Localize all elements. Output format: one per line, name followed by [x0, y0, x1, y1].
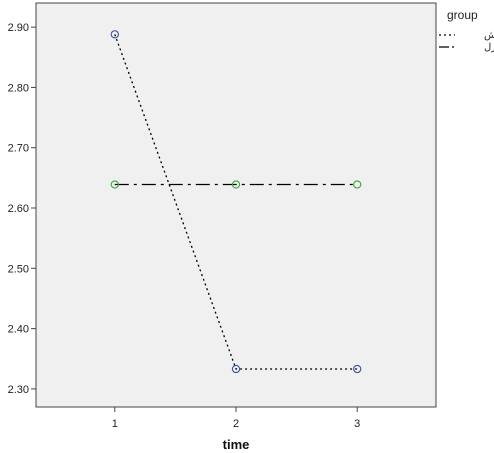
x-tick-label: 3: [354, 418, 360, 430]
data-point: [110, 180, 119, 189]
y-tick-label: 2.60: [8, 203, 29, 215]
y-axis: 2.30 2.40 2.50 2.60 2.70 2.80 2.90: [8, 22, 36, 396]
legend-item-label: آزمایش: [484, 28, 494, 41]
series-line: [114, 34, 358, 370]
y-tick-label: 2.90: [8, 22, 29, 34]
y-tick-label: 2.80: [8, 82, 29, 94]
y-tick-label: 2.50: [8, 263, 29, 275]
x-tick-label: 2: [233, 418, 239, 430]
series-layer: [110, 30, 362, 374]
legend: group آزمایشکنترل: [439, 8, 494, 53]
x-axis: 1 2 3: [112, 407, 360, 430]
x-tick-label: 1: [112, 418, 118, 430]
data-point: [353, 364, 362, 374]
data-point: [353, 180, 362, 189]
y-tick-label: 2.30: [8, 384, 29, 396]
data-point: [110, 30, 119, 39]
x-axis-label: time: [223, 437, 250, 452]
legend-item-label: کنترل: [484, 42, 494, 53]
y-tick-label: 2.40: [8, 324, 29, 336]
data-point: [231, 364, 241, 374]
plot-area: [35, 2, 437, 408]
data-point: [231, 180, 241, 189]
legend-title: group: [447, 8, 478, 22]
y-tick-label: 2.70: [8, 143, 29, 155]
